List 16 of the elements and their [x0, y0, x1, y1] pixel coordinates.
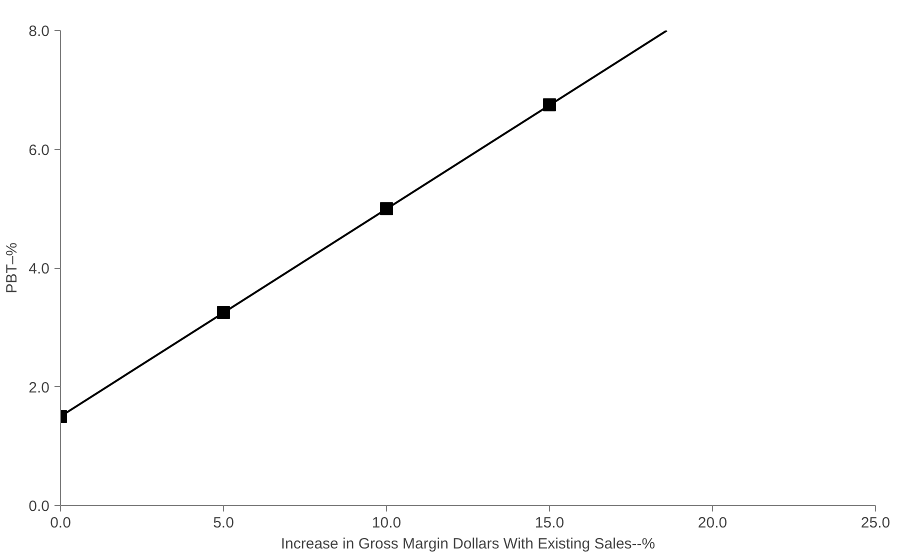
- x-tick-label: 0.0: [50, 514, 71, 532]
- y-tick-label: 4.0: [28, 260, 50, 278]
- y-axis-title: PBT–%: [4, 242, 21, 294]
- y-tick-label: 0.0: [28, 498, 50, 515]
- y-tick-label: 2.0: [28, 379, 50, 396]
- x-axis-title: Increase in Gross Margin Dollars With Existing Sales--%: [280, 536, 656, 552]
- x-tick-label: 5.0: [213, 514, 234, 532]
- y-tick-label: 8.0: [28, 23, 50, 40]
- x-tick-label: 10.0: [372, 514, 402, 532]
- x-tick-label: 15.0: [534, 514, 564, 532]
- point: [543, 98, 556, 112]
- y-tick-label: 6.0: [28, 142, 50, 159]
- x-tick-label: 20.0: [698, 514, 728, 532]
- x-tick-label: 25.0: [860, 514, 890, 532]
- point: [217, 306, 230, 320]
- point: [380, 202, 393, 216]
